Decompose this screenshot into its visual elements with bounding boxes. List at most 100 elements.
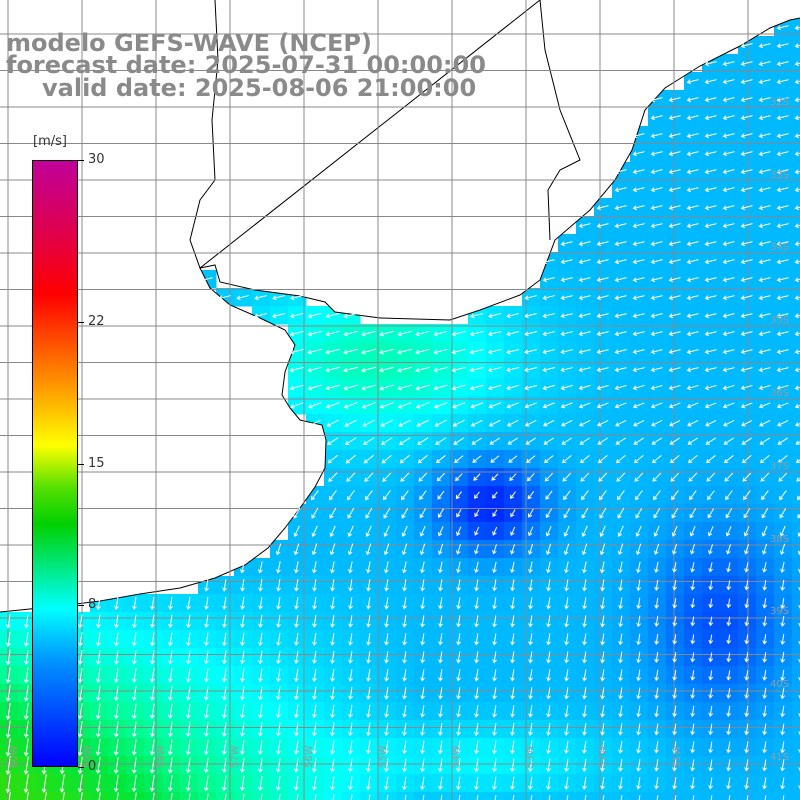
wind-arrow	[582, 687, 587, 700]
wind-arrow	[258, 704, 263, 719]
wind-arrow	[510, 633, 515, 646]
wind-arrow	[704, 133, 717, 139]
wind-arrow	[366, 669, 371, 682]
wind-arrow	[325, 384, 340, 391]
wind-arrow	[776, 187, 789, 193]
wind-arrow	[668, 277, 681, 283]
wind-arrow	[327, 454, 338, 464]
wind-arrow	[780, 633, 786, 645]
wind-arrow	[794, 313, 800, 319]
wind-arrow	[167, 703, 173, 720]
wind-arrow	[668, 313, 681, 319]
wind-arrow	[258, 650, 263, 665]
wind-arrow	[564, 740, 569, 755]
wind-arrow	[599, 507, 607, 519]
wind-arrow	[635, 525, 642, 537]
wind-arrow	[762, 598, 768, 609]
wind-arrow	[168, 632, 173, 647]
wind-arrow	[240, 632, 245, 647]
wind-arrow	[686, 169, 699, 175]
wind-arrow	[560, 367, 573, 373]
wind-arrow	[222, 686, 227, 701]
wind-arrow	[456, 722, 461, 736]
wind-arrow	[438, 758, 443, 773]
wind-arrow	[185, 739, 191, 756]
wind-arrow	[794, 331, 800, 337]
wind-arrow	[759, 419, 771, 427]
wind-arrow	[668, 349, 681, 355]
wind-speed-cell	[792, 684, 800, 703]
wind-arrow	[744, 634, 750, 645]
wind-arrow	[726, 652, 732, 663]
wind-arrow	[740, 259, 753, 265]
wind-arrow	[560, 402, 573, 409]
wind-arrow	[744, 723, 749, 736]
wind-arrow	[794, 187, 800, 193]
wind-arrow	[668, 331, 681, 337]
wind-arrow	[740, 402, 753, 409]
wind-arrow	[798, 785, 800, 790]
wind-arrow	[23, 756, 29, 775]
wind-arrow	[672, 759, 677, 772]
wind-arrow	[634, 472, 644, 482]
wind-arrow	[722, 205, 735, 211]
wind-arrow	[294, 740, 299, 755]
wind-arrow	[741, 437, 753, 445]
wind-arrow	[672, 634, 678, 645]
wind-arrow	[776, 115, 789, 121]
wind-arrow	[761, 525, 768, 537]
wind-arrow	[222, 668, 227, 683]
wind-arrow	[384, 651, 389, 664]
wind-arrow	[599, 525, 606, 537]
wind-arrow	[726, 616, 732, 627]
wind-arrow	[345, 454, 356, 464]
wind-arrow	[758, 384, 771, 391]
wind-arrow	[618, 759, 623, 772]
wind-arrow	[564, 758, 569, 773]
wind-arrow	[668, 402, 681, 409]
wind-arrow	[400, 472, 410, 482]
wind-arrow	[348, 776, 353, 791]
wind-arrow	[419, 508, 427, 519]
wind-arrow	[167, 775, 173, 792]
wind-arrow	[794, 223, 800, 229]
wind-arrow	[795, 440, 800, 445]
wind-arrow	[743, 526, 750, 537]
wind-arrow	[348, 651, 353, 664]
wind-arrow	[328, 490, 337, 501]
wind-arrow	[704, 313, 717, 319]
wind-arrow	[582, 579, 587, 592]
wind-arrow	[560, 313, 573, 319]
wind-arrow	[402, 633, 407, 646]
wind-arrow	[636, 579, 641, 592]
wind-arrow	[650, 277, 663, 283]
wind-arrow	[438, 740, 443, 755]
wind-speed-cell	[792, 558, 800, 577]
wind-arrow	[794, 277, 800, 283]
wind-arrow	[561, 437, 573, 445]
wind-speed-cell	[792, 666, 800, 685]
wind-arrow	[275, 758, 281, 773]
wind-arrow	[384, 669, 389, 682]
wind-speed-cell	[792, 738, 800, 757]
wind-arrow	[186, 596, 191, 610]
wind-arrow	[8, 791, 11, 800]
wind-arrow	[206, 793, 209, 800]
wind-arrow	[506, 366, 520, 373]
wind-arrow	[636, 705, 641, 718]
wind-arrow	[240, 614, 245, 628]
wind-arrow	[618, 723, 623, 736]
wind-arrow	[578, 259, 591, 265]
wind-arrow	[776, 402, 789, 409]
wind-arrow	[469, 384, 484, 391]
wind-arrow	[687, 455, 698, 464]
wind-arrow	[614, 295, 627, 301]
wind-arrow	[402, 740, 407, 755]
wind-arrow	[672, 777, 677, 790]
wind-arrow	[740, 97, 753, 103]
wind-speed-cell	[792, 432, 800, 451]
wind-arrow	[312, 722, 317, 737]
wind-arrow	[690, 777, 695, 790]
wind-arrow	[762, 616, 768, 627]
wind-arrow	[688, 472, 698, 482]
